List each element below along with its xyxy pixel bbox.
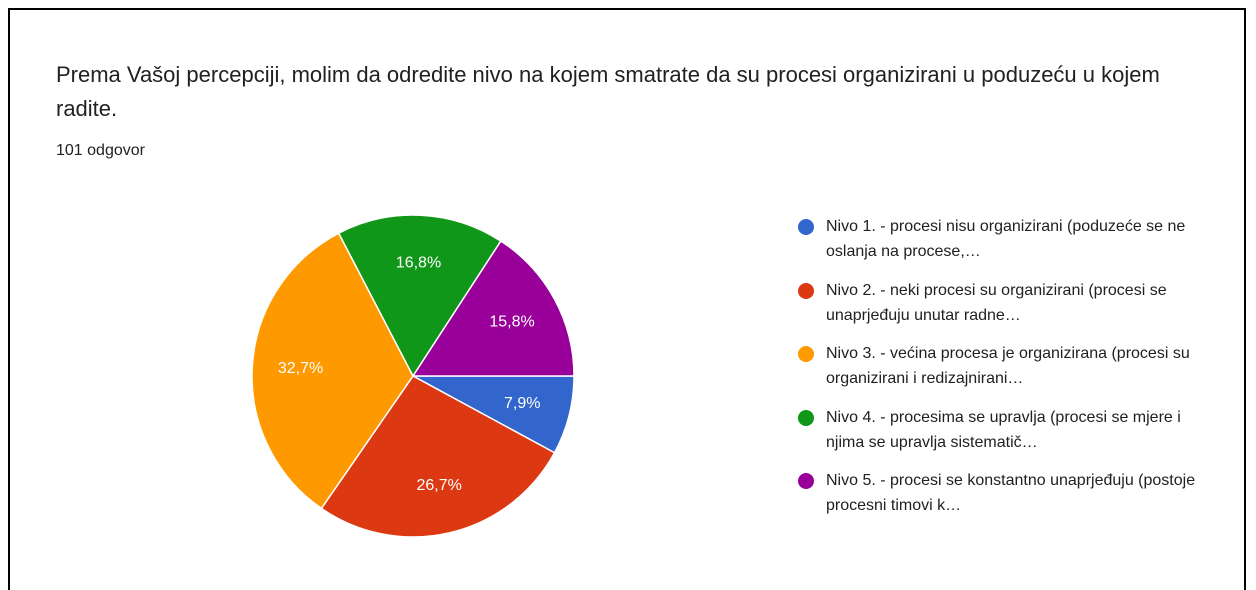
legend-item: Nivo 3. - većina procesa je organizirana… bbox=[798, 341, 1198, 405]
legend-swatch bbox=[798, 219, 814, 235]
legend: Nivo 1. - procesi nisu organizirani (pod… bbox=[798, 214, 1198, 532]
legend-item: Nivo 1. - procesi nisu organizirani (pod… bbox=[798, 214, 1198, 278]
legend-swatch bbox=[798, 409, 814, 426]
legend-item: Nivo 4. - procesima se upravlja (procesi… bbox=[798, 405, 1198, 469]
response-count: 101 odgovor bbox=[56, 142, 145, 159]
pie-slice bbox=[251, 232, 414, 510]
legend-label: Nivo 3. - većina procesa je organizirana… bbox=[826, 345, 1190, 387]
slice-label: 15,8% bbox=[489, 313, 534, 330]
slice-label: 7,9% bbox=[504, 395, 540, 412]
chart-title: Prema Vašoj percepciji, molim da odredit… bbox=[56, 62, 1160, 121]
pie-slice bbox=[337, 214, 502, 378]
legend-label: Nivo 4. - procesima se upravlja (procesi… bbox=[826, 408, 1181, 451]
legend-label: Nivo 5. - procesi se konstantno unaprjeđ… bbox=[826, 472, 1196, 514]
pie-slice bbox=[320, 375, 556, 538]
legend-label: Nivo 1. - procesi nisu organizirani (pod… bbox=[826, 218, 1186, 260]
slice-label: 16,8% bbox=[396, 255, 441, 272]
legend-item: Nivo 5. - procesi se konstantno unaprjeđ… bbox=[798, 468, 1198, 532]
legend-swatch bbox=[798, 473, 814, 489]
legend-item: Nivo 2. - neki procesi su organizirani (… bbox=[798, 278, 1198, 342]
legend-label: Nivo 2. - neki procesi su organizirani (… bbox=[826, 281, 1167, 324]
slice-label: 26,7% bbox=[416, 477, 461, 494]
legend-swatch bbox=[798, 346, 814, 362]
legend-swatch bbox=[798, 282, 814, 299]
pie-slice bbox=[411, 240, 575, 377]
slice-label: 32,7% bbox=[278, 360, 323, 377]
card-frame bbox=[8, 8, 1246, 590]
